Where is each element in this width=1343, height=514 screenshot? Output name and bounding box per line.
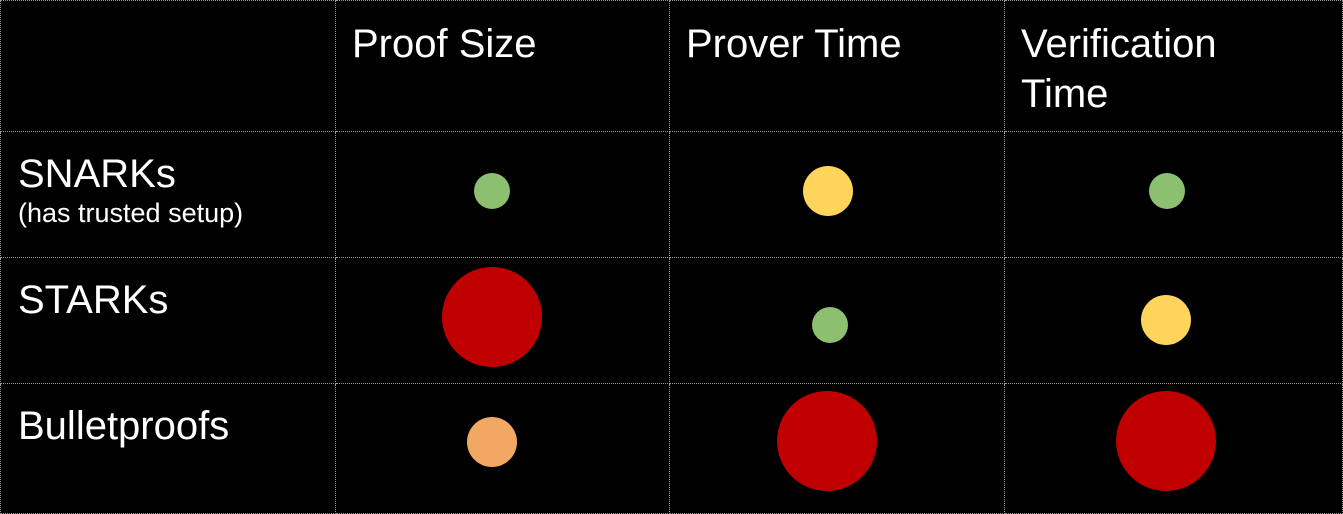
corner-cell bbox=[0, 0, 336, 132]
cell-starks-verification-time bbox=[1005, 258, 1343, 384]
row-header-bulletproofs: Bulletproofs bbox=[0, 384, 336, 514]
rating-dot-bad bbox=[1116, 391, 1216, 491]
rating-dot-good bbox=[474, 173, 510, 209]
row-label: STARKs bbox=[18, 278, 168, 322]
rating-dot-medium-bad bbox=[467, 417, 517, 467]
cell-bulletproofs-prover-time bbox=[670, 384, 1005, 514]
column-header-prover-time: Prover Time bbox=[670, 0, 1005, 132]
rating-dot-good bbox=[1149, 173, 1185, 209]
rating-dot-bad bbox=[442, 267, 542, 367]
row-header-snarks: SNARKs (has trusted setup) bbox=[0, 132, 336, 258]
row-name: STARKs bbox=[18, 278, 169, 322]
column-header-label: Verification Time bbox=[1021, 22, 1217, 116]
column-header-label: Proof Size bbox=[352, 22, 537, 66]
column-header-proof-size: Proof Size bbox=[336, 0, 670, 132]
cell-snarks-verification-time bbox=[1005, 132, 1343, 258]
cell-snarks-proof-size bbox=[336, 132, 670, 258]
cell-starks-prover-time bbox=[670, 258, 1005, 384]
row-header-starks: STARKs bbox=[0, 258, 336, 384]
rating-dot-bad bbox=[777, 391, 877, 491]
column-header-verification-time: Verification Time bbox=[1005, 0, 1343, 132]
cell-starks-proof-size bbox=[336, 258, 670, 384]
cell-bulletproofs-proof-size bbox=[336, 384, 670, 514]
rating-dot-medium bbox=[803, 166, 853, 216]
rating-dot-medium bbox=[1141, 295, 1191, 345]
row-name: Bulletproofs bbox=[18, 404, 230, 448]
row-label: SNARKs (has trusted setup) bbox=[18, 152, 243, 230]
rating-dot-good bbox=[812, 307, 848, 343]
row-name: SNARKs bbox=[18, 152, 176, 196]
row-note: (has trusted setup) bbox=[18, 198, 244, 228]
row-label: Bulletproofs bbox=[18, 404, 229, 448]
column-header-label: Prover Time bbox=[686, 22, 902, 66]
cell-bulletproofs-verification-time bbox=[1005, 384, 1343, 514]
cell-snarks-prover-time bbox=[670, 132, 1005, 258]
